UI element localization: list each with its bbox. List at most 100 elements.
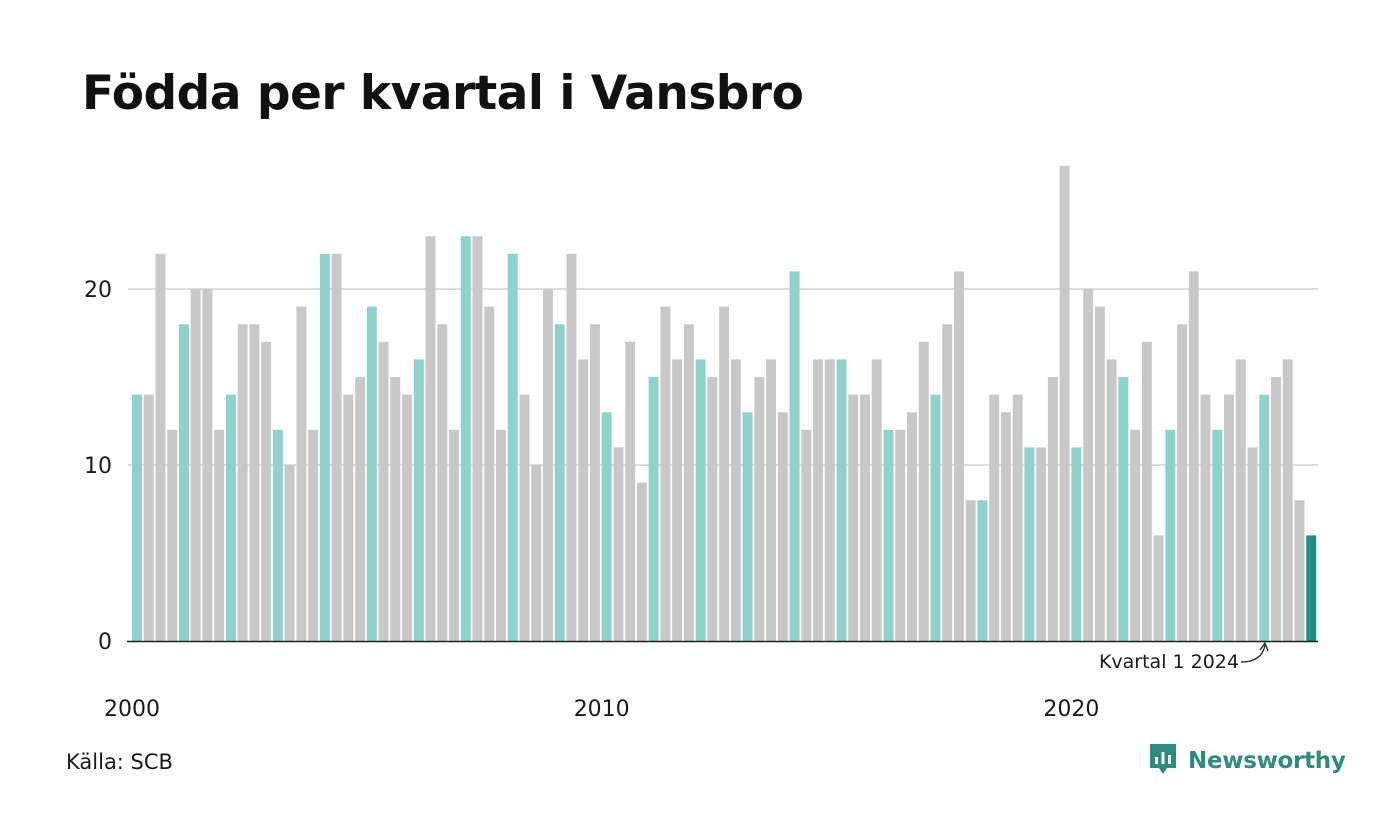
bar-2021-q2 [1130, 429, 1141, 641]
bar-2004-q3 [343, 394, 354, 641]
bar-2010-q3 [625, 341, 636, 641]
bar-2011-q1 [648, 377, 659, 641]
bar-2021-q1 [1118, 377, 1129, 641]
bar-2025-q1 [1306, 535, 1317, 641]
bar-2006-q2 [425, 236, 436, 641]
bar-2000-q3 [155, 253, 166, 642]
bar-2015-q4 [871, 359, 882, 641]
x-tick-labels: 2000 2010 2020 [104, 697, 1099, 722]
bar-2019-q4 [1059, 165, 1070, 642]
bar-2017-q3 [953, 271, 964, 641]
bar-2014-q4 [824, 359, 835, 641]
bar-2014-q2 [801, 429, 812, 641]
bar-2021-q4 [1153, 535, 1164, 641]
bar-2003-q3 [296, 306, 307, 641]
bar-2016-q2 [895, 429, 906, 641]
bar-2022-q3 [1188, 271, 1199, 641]
bar-2014-q3 [813, 359, 824, 641]
bar-2003-q4 [308, 429, 319, 641]
bar-2008-q2 [519, 394, 530, 641]
bar-2017-q1 [930, 394, 941, 641]
bar-2016-q4 [918, 341, 929, 641]
bar-2023-q3 [1235, 359, 1246, 641]
bar-2016-q1 [883, 429, 894, 641]
bar-2001-q3 [202, 289, 213, 641]
bar-2012-q3 [719, 306, 730, 641]
bar-2002-q3 [249, 324, 260, 641]
bar-2000-q1 [132, 394, 142, 641]
bar-2004-q1 [319, 253, 330, 642]
bar-2023-q4 [1247, 447, 1258, 641]
annotation-label: Kvartal 1 2024 [1099, 651, 1239, 673]
bar-2020-q1 [1071, 447, 1082, 641]
bar-2020-q3 [1094, 306, 1105, 641]
bar-2015-q2 [848, 394, 859, 641]
bar-2001-q1 [178, 324, 189, 641]
bar-2001-q2 [190, 289, 201, 641]
bar-2015-q1 [836, 359, 847, 641]
bar-2018-q3 [1000, 412, 1011, 641]
bar-2000-q2 [143, 394, 154, 641]
bar-2001-q4 [214, 429, 225, 641]
bar-2016-q3 [907, 412, 917, 641]
bar-2023-q1 [1212, 429, 1223, 641]
bar-2005-q1 [366, 306, 377, 641]
bar-2008-q1 [507, 253, 518, 642]
bar-2004-q4 [355, 377, 366, 641]
bar-2003-q1 [272, 429, 283, 641]
brand-name: Newsworthy [1188, 748, 1346, 774]
bar-2006-q3 [437, 324, 448, 641]
bar-2024-q4 [1294, 500, 1305, 641]
bars [132, 165, 1317, 642]
annotation: Kvartal 1 2024 [1099, 641, 1269, 673]
y-tick-labels: 0 10 20 [84, 278, 112, 655]
bar-2012-q1 [695, 359, 706, 641]
bar-2022-q2 [1177, 324, 1188, 641]
bar-2013-q3 [766, 359, 777, 641]
y-tick-label: 0 [98, 630, 112, 655]
bar-2003-q2 [284, 465, 295, 641]
bar-2009-q1 [554, 324, 565, 641]
bar-2024-q1 [1259, 394, 1270, 641]
bar-2013-q4 [777, 412, 788, 641]
y-tick-label: 10 [84, 454, 112, 479]
bar-2017-q2 [942, 324, 953, 641]
x-tick-label: 2020 [1043, 697, 1099, 722]
bar-2011-q3 [672, 359, 683, 641]
bar-2012-q2 [707, 377, 718, 641]
bar-2019-q1 [1024, 447, 1035, 641]
bar-2011-q4 [683, 324, 694, 641]
x-tick-label: 2010 [574, 697, 630, 722]
chart-title: Födda per kvartal i Vansbro [82, 66, 804, 121]
bar-2008-q3 [531, 465, 542, 641]
bar-2008-q4 [542, 289, 553, 641]
bar-2018-q4 [1012, 394, 1023, 641]
bar-2006-q1 [413, 359, 424, 641]
bar-2015-q3 [860, 394, 870, 641]
bar-2010-q2 [613, 447, 624, 641]
bar-2022-q1 [1165, 429, 1176, 641]
bar-2017-q4 [965, 500, 976, 641]
bar-2006-q4 [449, 429, 459, 641]
bar-2009-q2 [566, 253, 577, 642]
bar-2020-q2 [1083, 289, 1094, 641]
bar-2010-q1 [601, 412, 612, 641]
bar-2007-q1 [460, 236, 471, 641]
bar-2005-q3 [390, 377, 401, 641]
bar-2014-q1 [789, 271, 800, 641]
bar-2002-q4 [261, 341, 272, 641]
bar-2013-q1 [742, 412, 753, 641]
bar-2004-q2 [331, 253, 342, 642]
bar-2005-q2 [378, 341, 389, 641]
bar-2022-q4 [1200, 394, 1211, 641]
y-tick-label: 20 [84, 278, 112, 303]
bar-2000-q4 [167, 429, 178, 641]
bar-2013-q2 [754, 377, 765, 641]
annotation-arrow [1240, 644, 1266, 663]
bar-2011-q2 [660, 306, 671, 641]
bar-2024-q3 [1282, 359, 1293, 641]
bar-2018-q2 [989, 394, 1000, 641]
brand-logo[interactable]: Newsworthy [1148, 742, 1346, 780]
bar-2019-q3 [1047, 377, 1058, 641]
